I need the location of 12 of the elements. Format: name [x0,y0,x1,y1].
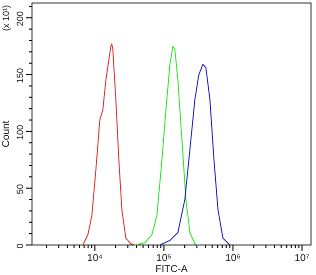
x-tick-label: 10⁶ [225,253,241,264]
text: (x 10¹) [1,5,11,32]
y-tick-label: 0 [15,243,25,249]
y-axis-title: Count [1,120,12,148]
y-tick-label: 100 [15,124,25,140]
y-tick-label: 150 [15,68,25,84]
y-tick-label: 200 [15,11,25,26]
y-tick-label: 50 [15,184,25,194]
x-tick-label: 10⁷ [294,253,310,264]
x-tick-label: 10⁵ [156,253,172,264]
x-tick-label: 10⁴ [87,253,103,264]
x-axis-title: FITC-A [155,264,188,275]
